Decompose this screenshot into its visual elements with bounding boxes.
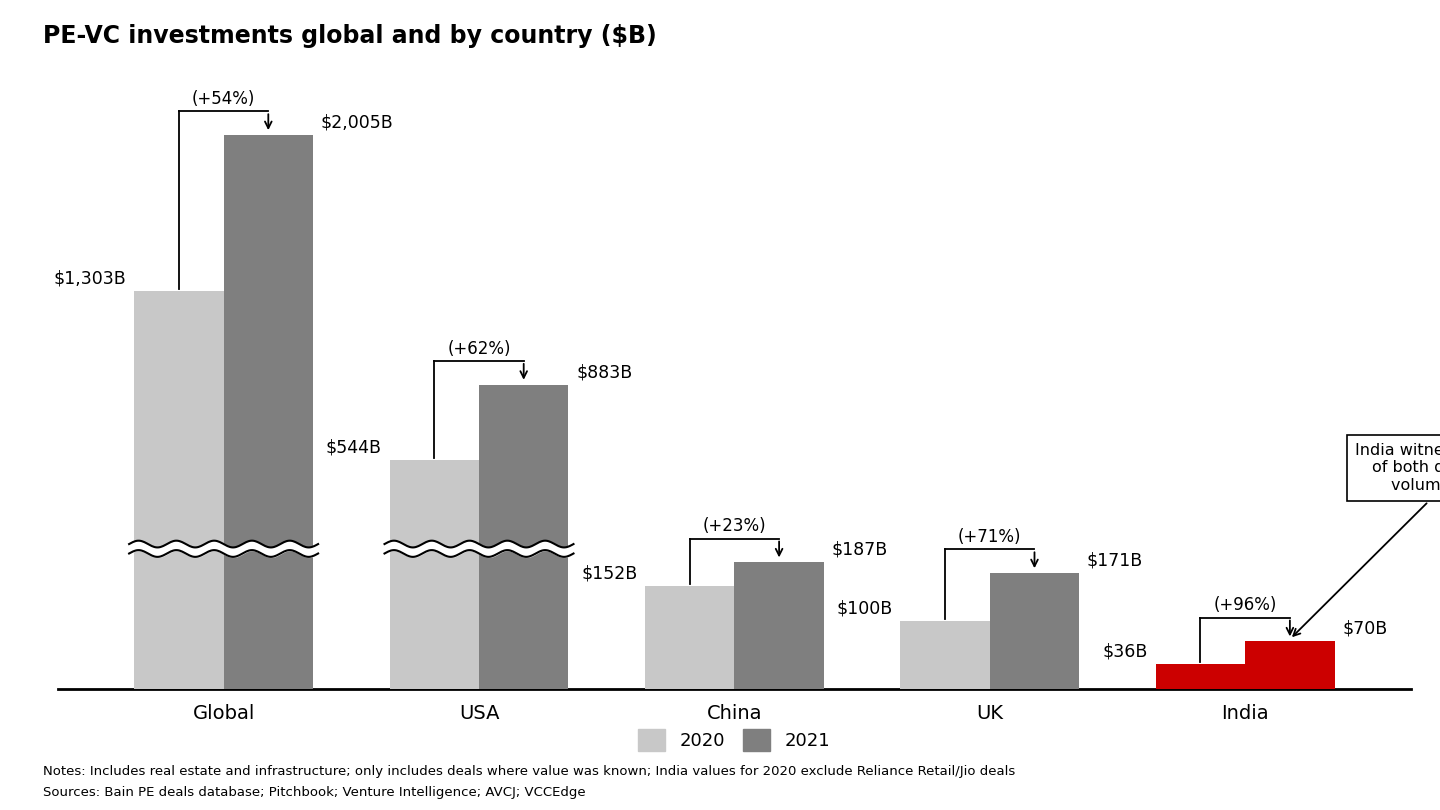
Text: Notes: Includes real estate and infrastructure; only includes deals where value : Notes: Includes real estate and infrastr… — [43, 765, 1015, 778]
Bar — [1246, 642, 1335, 688]
Text: PE-VC investments global and by country ($B): PE-VC investments global and by country … — [43, 24, 657, 49]
Bar — [989, 573, 1079, 688]
Text: $100B: $100B — [837, 599, 893, 617]
Text: (+71%): (+71%) — [958, 528, 1021, 546]
Text: (+96%): (+96%) — [1214, 596, 1277, 614]
Bar — [134, 292, 223, 688]
Text: (+23%): (+23%) — [703, 518, 766, 535]
Bar — [645, 586, 734, 688]
Text: (+54%): (+54%) — [192, 90, 255, 108]
Bar — [223, 135, 312, 688]
Text: Sources: Bain PE deals database; Pitchbook; Venture Intelligence; AVCJ; VCCEdge: Sources: Bain PE deals database; Pitchbo… — [43, 786, 586, 799]
Text: $2,005B: $2,005B — [321, 113, 393, 131]
Text: $544B: $544B — [325, 439, 382, 457]
Bar — [900, 621, 989, 688]
Text: $171B: $171B — [1087, 552, 1143, 569]
Bar — [480, 385, 569, 688]
Text: $152B: $152B — [582, 565, 638, 582]
Bar — [1156, 664, 1246, 688]
Bar — [390, 460, 480, 688]
Text: $1,303B: $1,303B — [53, 270, 127, 288]
Bar — [734, 562, 824, 688]
Text: India witnessed a doubling
of both deal value and
volumes this year: India witnessed a doubling of both deal … — [1293, 443, 1440, 636]
Text: $187B: $187B — [831, 541, 887, 559]
Text: (+62%): (+62%) — [448, 339, 511, 358]
Text: $70B: $70B — [1342, 620, 1388, 638]
Legend: 2020, 2021: 2020, 2021 — [631, 722, 838, 758]
Text: $883B: $883B — [576, 363, 632, 382]
Text: $36B: $36B — [1103, 643, 1148, 661]
